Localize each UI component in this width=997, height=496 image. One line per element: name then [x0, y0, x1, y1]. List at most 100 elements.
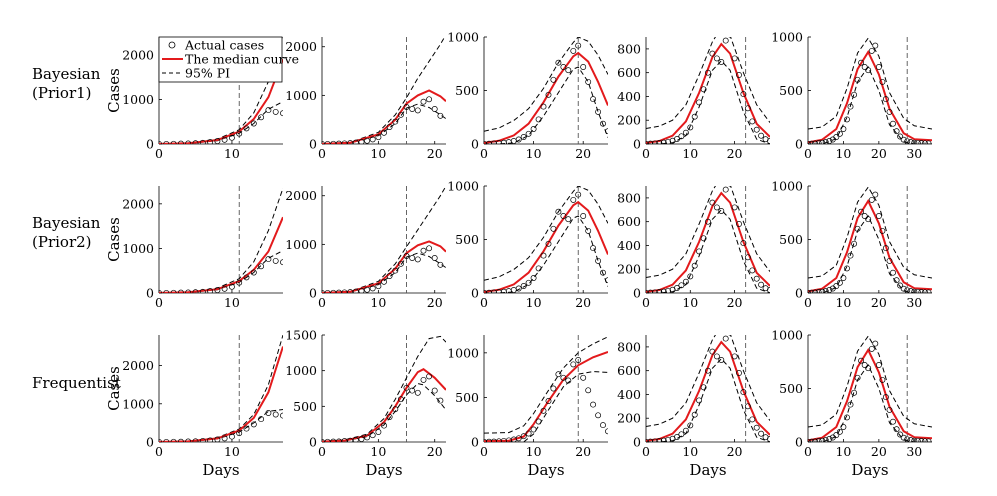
actual-point	[868, 345, 875, 352]
actual-point	[555, 59, 562, 66]
median-line	[808, 347, 932, 442]
median-line	[322, 89, 446, 144]
actual-point	[925, 140, 932, 144]
actual-point	[705, 218, 711, 225]
y-tick-label: 1000	[122, 92, 154, 107]
actual-point	[900, 136, 907, 143]
actual-point	[199, 437, 206, 442]
actual-point	[904, 138, 911, 144]
actual-point	[758, 132, 765, 139]
actual-point	[595, 108, 602, 115]
actual-point	[381, 422, 387, 429]
actual-point	[687, 124, 694, 131]
actual-point	[665, 138, 672, 144]
actual-point	[651, 140, 658, 144]
actual-point	[341, 438, 348, 442]
actual-point	[808, 140, 811, 144]
actual-point	[665, 287, 672, 293]
y-tick-label: 0	[795, 137, 803, 152]
lower-pi-line	[808, 215, 932, 293]
x-tick-label: 0	[155, 444, 163, 459]
actual-point	[520, 134, 527, 140]
actual-point	[753, 424, 760, 431]
y-tick-label: 0	[309, 435, 317, 450]
median-line	[322, 240, 446, 293]
actual-point	[660, 139, 667, 144]
upper-pi-line	[484, 37, 608, 132]
actual-point	[861, 64, 868, 70]
median-line	[159, 58, 283, 144]
x-tick-label: 10	[370, 295, 386, 310]
actual-point	[386, 414, 393, 420]
actual-point	[736, 72, 742, 78]
row-label: Frequentist	[32, 374, 121, 392]
actual-point	[744, 254, 751, 261]
actual-point	[525, 130, 532, 137]
plot-area	[322, 37, 446, 144]
actual-point	[851, 389, 858, 396]
panel: 0 500 1000 0 10 20 30	[771, 30, 932, 161]
actual-point	[709, 50, 716, 57]
actual-point	[865, 67, 872, 74]
actual-point	[228, 134, 235, 141]
panel: 0 500 1000 0 10 20 30	[771, 179, 932, 310]
y-axis-label: Cases	[105, 366, 123, 411]
actual-point	[858, 357, 865, 364]
lower-pi-line	[484, 371, 608, 442]
actual-point	[590, 401, 597, 408]
actual-point	[585, 227, 592, 234]
actual-point	[565, 67, 572, 74]
actual-point	[207, 437, 214, 442]
y-tick-label: 1000	[771, 30, 803, 45]
panel: 0 500 1000 0 10 20 30 Days	[771, 328, 932, 479]
actual-point	[322, 289, 325, 293]
actual-point	[580, 213, 587, 219]
upper-pi-line	[159, 188, 283, 293]
actual-point	[882, 96, 889, 103]
lower-pi-line	[808, 364, 932, 442]
actual-point	[918, 289, 925, 293]
actual-point	[207, 288, 214, 293]
actual-point	[815, 140, 822, 144]
actual-point	[660, 288, 667, 293]
actual-point	[844, 414, 850, 421]
actual-point	[403, 384, 410, 391]
x-axis-label: Days	[851, 461, 888, 479]
x-tick-label: 10	[526, 146, 542, 161]
y-tick-label: 0	[309, 137, 317, 152]
actual-point	[753, 126, 760, 133]
actual-point	[713, 55, 720, 62]
actual-point	[833, 432, 840, 438]
actual-point	[330, 140, 337, 144]
median-line	[484, 350, 608, 442]
y-tick-label: 2000	[285, 39, 317, 54]
actual-point	[358, 139, 365, 144]
actual-point	[163, 438, 170, 442]
actual-point	[555, 208, 562, 215]
actual-point	[535, 116, 542, 123]
actual-point	[822, 437, 829, 442]
median-line	[808, 198, 932, 293]
actual-point	[647, 140, 654, 144]
actual-point	[921, 140, 928, 144]
actual-point	[844, 116, 850, 123]
y-tick-label: 0	[795, 286, 803, 301]
actual-point	[918, 140, 925, 144]
actual-point	[875, 362, 882, 368]
y-tick-label: 1000	[447, 345, 479, 360]
actual-point	[900, 285, 907, 292]
actual-point	[322, 438, 325, 442]
actual-point	[280, 110, 283, 117]
x-tick-label: 10	[526, 295, 542, 310]
y-tick-label: 800	[617, 190, 641, 205]
actual-point	[414, 256, 421, 263]
actual-point	[605, 277, 608, 284]
actual-point	[865, 365, 872, 372]
legend-label-pi: 95% PI	[185, 66, 230, 81]
actual-point	[540, 407, 547, 414]
actual-point	[660, 437, 667, 442]
actual-point	[722, 37, 729, 44]
lower-pi-line	[322, 252, 446, 293]
